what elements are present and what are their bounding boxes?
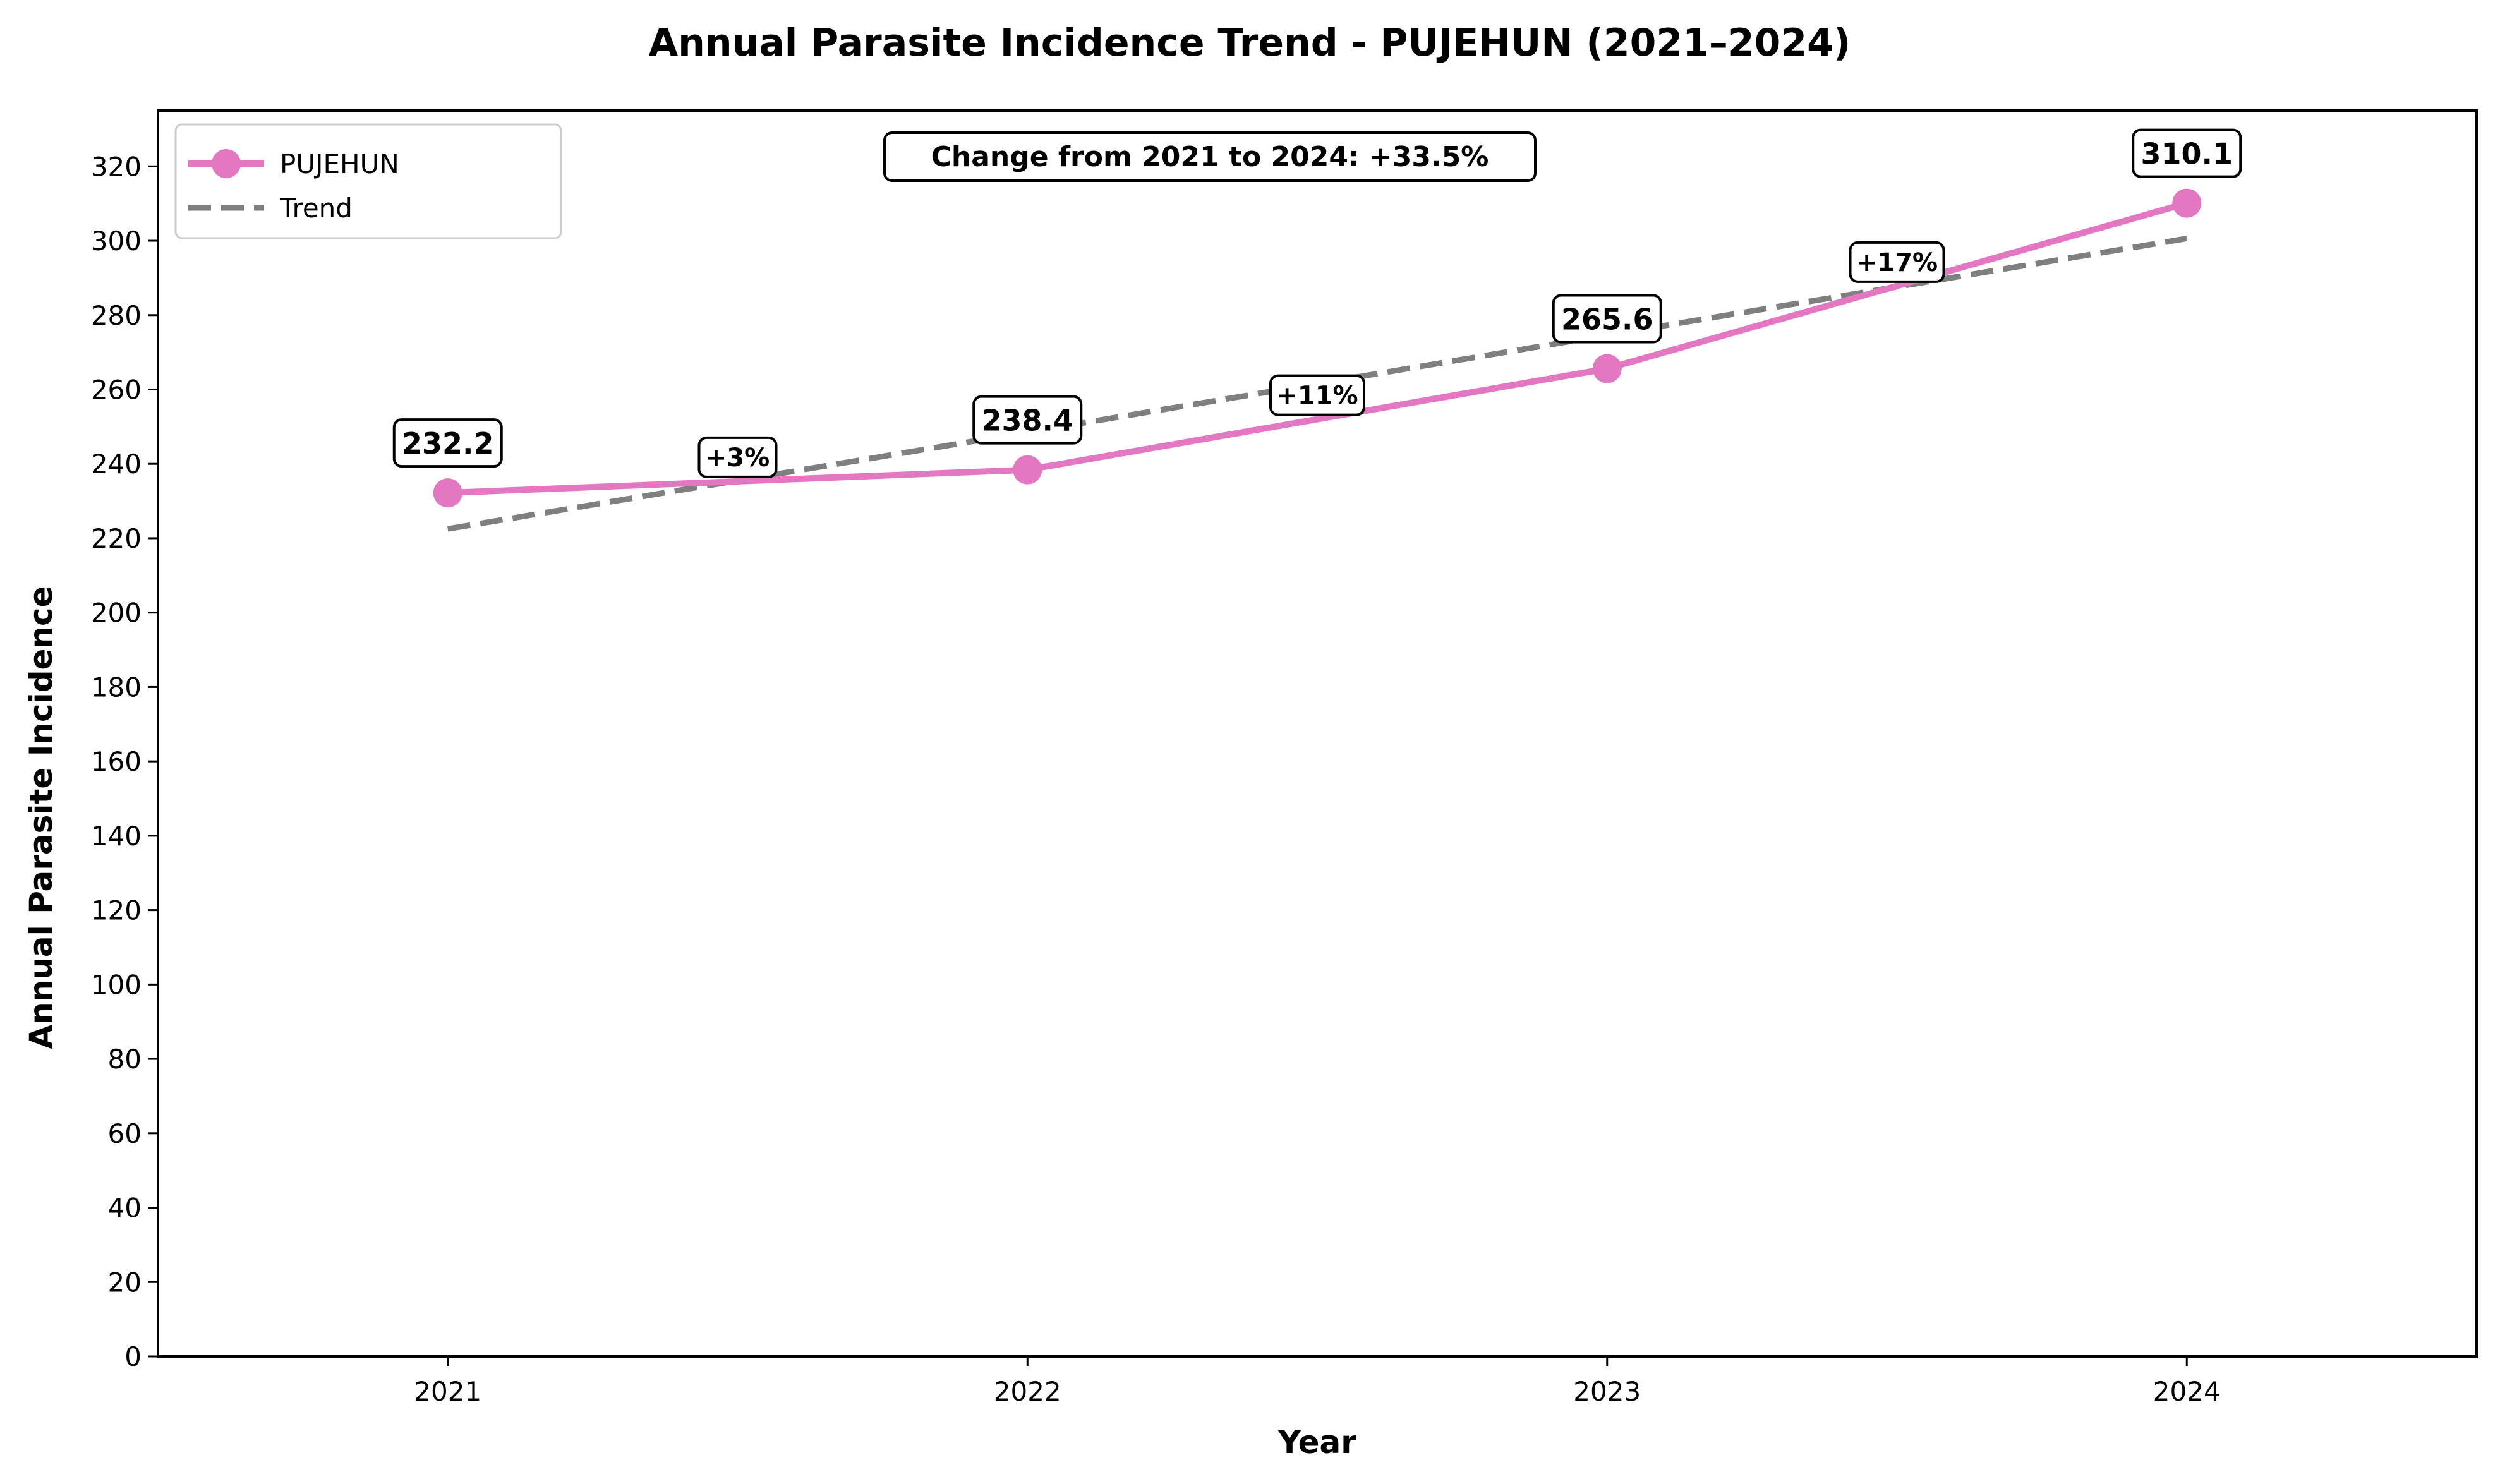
plot-area: 0 20 40 60 80 100 120 140 160 180 200 220 240 260 280 3…: [91, 109, 2478, 1407]
value-label-box: [2132, 128, 2242, 178]
y-tick-label: 300: [91, 226, 142, 256]
y-tick-label: 20: [108, 1267, 142, 1298]
segment-change-label: +11%: [1276, 382, 1358, 411]
y-tick-label: 40: [108, 1193, 142, 1224]
y-tick-label: 140: [91, 821, 142, 852]
x-axis-label: Year: [1277, 1424, 1356, 1461]
value-label-box: [972, 395, 1083, 445]
summary-annotation-box: [883, 131, 1537, 182]
y-tick-label: 220: [91, 523, 142, 554]
y-tick-label: 80: [108, 1044, 142, 1075]
y-tick-label: 240: [91, 449, 142, 480]
y-tick-label: 260: [91, 374, 142, 405]
value-label: 238.4: [981, 404, 1073, 438]
chart-title: Annual Parasite Incidence Trend - PUJEHU…: [649, 21, 1851, 65]
value-label: 265.6: [1561, 303, 1653, 337]
value-label-box: [1552, 294, 1662, 344]
x-tick-label: 2021: [414, 1376, 481, 1407]
legend-pujehun-marker: [212, 149, 241, 178]
y-tick-label: 60: [108, 1118, 142, 1149]
segment-change-label: +3%: [706, 443, 770, 473]
plot-frame: [157, 109, 2478, 1358]
pujehun-data-point: [1592, 354, 1622, 383]
y-tick-label: 180: [91, 672, 142, 703]
y-tick-label: 120: [91, 895, 142, 926]
x-tick-label: 2022: [994, 1376, 1061, 1407]
pujehun-data-point: [1013, 455, 1042, 485]
value-label: 310.1: [2141, 137, 2233, 171]
segment-change-box: [697, 436, 778, 478]
value-label: 232.2: [402, 426, 494, 461]
value-label-box: [392, 418, 503, 468]
legend-box: [174, 123, 562, 239]
summary-annotation: Change from 2021 to 2024: +33.5%: [931, 141, 1489, 173]
y-tick-label: 200: [91, 598, 142, 629]
y-axis-label: Annual Parasite Incidence: [23, 586, 59, 1049]
y-tick-label: 100: [91, 969, 142, 1000]
x-tick-label: 2023: [1573, 1376, 1641, 1407]
segment-change-label: +17%: [1856, 248, 1938, 277]
y-tick-label: 0: [124, 1341, 142, 1372]
segment-change-box: [1269, 374, 1365, 416]
segment-change-box: [1849, 241, 1945, 283]
pujehun-data-point: [2172, 188, 2202, 218]
x-tick-label: 2024: [2153, 1376, 2221, 1407]
pujehun-data-point: [433, 478, 462, 508]
y-tick-label: 280: [91, 300, 142, 331]
y-tick-label: 160: [91, 746, 142, 777]
y-tick-label: 320: [91, 151, 142, 182]
legend-pujehun-label: PUJEHUN: [280, 148, 399, 179]
pujehun-series-line: [447, 200, 2188, 497]
legend-trend-label: Trend: [279, 193, 353, 224]
